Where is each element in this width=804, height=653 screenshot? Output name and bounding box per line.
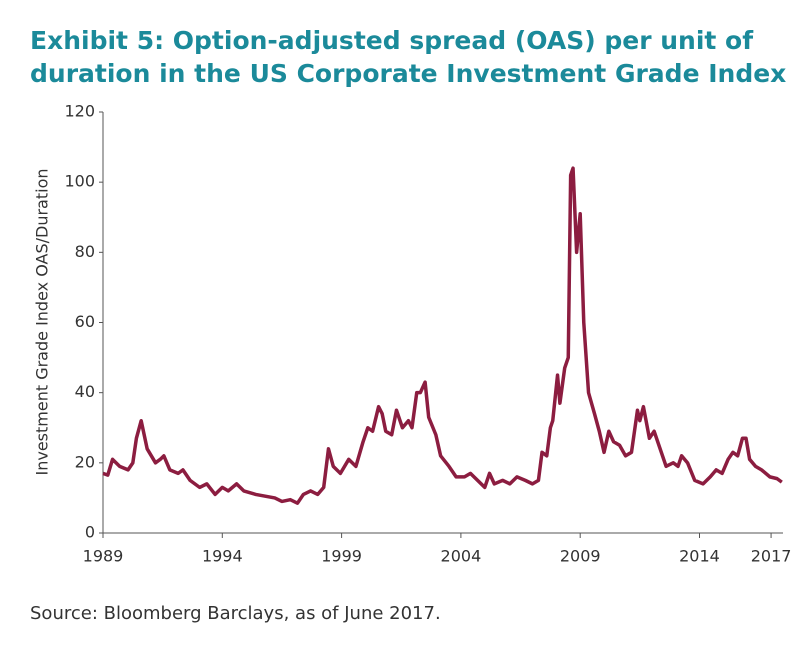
x-tick-label: 1994 — [202, 547, 243, 566]
x-tick-label: 2004 — [441, 547, 482, 566]
x-tick-label: 1989 — [83, 547, 124, 566]
chart-title: Exhibit 5: Option-adjusted spread (OAS) … — [30, 26, 754, 55]
line — [102, 166, 783, 505]
x-tick-label: 2014 — [679, 547, 720, 566]
x-tick-label: 2009 — [560, 547, 601, 566]
source: Source: Bloomberg Barclays, as of June 2… — [30, 603, 441, 624]
chart-title: duration in the US Corporate Investment … — [30, 59, 786, 88]
y-tick-label: 60 — [75, 312, 95, 331]
y-tick-label: 120 — [64, 102, 95, 121]
x-tick-label: 2017 — [751, 547, 792, 566]
y-tick-label: 0 — [85, 523, 95, 542]
y-tick-label: 40 — [75, 382, 95, 401]
y-axis-label: Investment Grade Index OAS/Duration — [33, 168, 52, 475]
y-tick-label: 100 — [64, 172, 95, 191]
y-tick-label: 80 — [75, 242, 95, 261]
x-tick-label: 1999 — [321, 547, 362, 566]
y-tick-label: 20 — [75, 452, 95, 471]
